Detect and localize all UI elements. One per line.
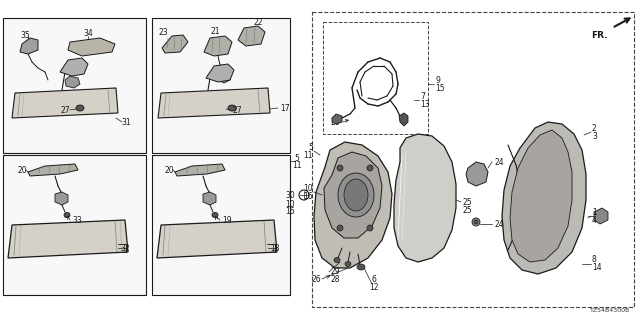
Ellipse shape: [344, 179, 368, 211]
Polygon shape: [204, 36, 232, 56]
Text: 4: 4: [592, 215, 597, 225]
Polygon shape: [466, 162, 488, 186]
Text: 5: 5: [294, 154, 300, 163]
Ellipse shape: [357, 264, 365, 270]
Polygon shape: [324, 152, 382, 238]
Polygon shape: [158, 88, 270, 118]
Ellipse shape: [367, 165, 373, 171]
Text: 11: 11: [303, 150, 313, 159]
Ellipse shape: [472, 218, 480, 226]
Text: 18: 18: [270, 244, 280, 252]
Polygon shape: [314, 142, 392, 268]
Ellipse shape: [337, 225, 343, 231]
Text: 35: 35: [20, 30, 30, 39]
Text: 16: 16: [285, 206, 295, 215]
Ellipse shape: [474, 220, 478, 224]
Polygon shape: [502, 122, 586, 274]
Text: 22: 22: [253, 18, 263, 27]
Text: 27: 27: [60, 106, 70, 115]
Polygon shape: [510, 130, 572, 262]
Text: 17: 17: [280, 103, 290, 113]
Text: 23: 23: [158, 28, 168, 36]
Ellipse shape: [64, 212, 70, 218]
Polygon shape: [218, 70, 230, 83]
Bar: [3, 155, 146, 295]
Text: 5: 5: [308, 142, 313, 151]
Polygon shape: [157, 220, 277, 258]
Bar: [323, 22, 428, 134]
Text: 12: 12: [369, 284, 379, 292]
Text: 26: 26: [311, 275, 321, 284]
Ellipse shape: [338, 173, 374, 217]
Text: 29: 29: [330, 268, 340, 276]
Text: 28: 28: [330, 276, 339, 284]
Text: 33: 33: [72, 215, 82, 225]
Polygon shape: [65, 76, 80, 88]
Bar: [3, 18, 146, 153]
Text: 20: 20: [17, 165, 27, 174]
Polygon shape: [28, 164, 78, 176]
Text: 25: 25: [462, 197, 472, 206]
Ellipse shape: [367, 225, 373, 231]
Ellipse shape: [212, 212, 218, 218]
Text: 24: 24: [494, 157, 504, 166]
Bar: [312, 12, 634, 307]
Text: 13: 13: [420, 100, 429, 108]
Polygon shape: [394, 134, 456, 262]
Text: 32: 32: [120, 244, 130, 252]
Ellipse shape: [228, 105, 236, 111]
Polygon shape: [332, 114, 342, 124]
Text: 34: 34: [83, 28, 93, 37]
Polygon shape: [206, 64, 234, 82]
Text: 9: 9: [435, 76, 440, 84]
Bar: [152, 18, 290, 153]
Ellipse shape: [337, 165, 343, 171]
Polygon shape: [175, 164, 225, 176]
Polygon shape: [162, 35, 188, 53]
Text: 21: 21: [211, 27, 220, 36]
Text: TZ54B4300B: TZ54B4300B: [589, 308, 630, 313]
Text: 31: 31: [121, 117, 131, 126]
Text: 7: 7: [420, 92, 425, 100]
Text: 10: 10: [303, 183, 313, 193]
Text: 25: 25: [462, 205, 472, 214]
Text: 14: 14: [592, 263, 602, 273]
Ellipse shape: [345, 261, 351, 267]
Polygon shape: [8, 220, 128, 258]
Text: 6: 6: [372, 276, 376, 284]
Polygon shape: [68, 38, 115, 56]
Polygon shape: [20, 38, 38, 54]
Text: 15: 15: [435, 84, 445, 92]
Text: 16: 16: [303, 191, 313, 201]
Polygon shape: [399, 113, 408, 126]
Text: 20: 20: [164, 165, 174, 174]
Text: 27: 27: [232, 106, 242, 115]
Polygon shape: [55, 192, 68, 205]
Polygon shape: [594, 208, 608, 224]
Text: 26: 26: [330, 117, 340, 126]
Text: 2: 2: [592, 124, 596, 132]
Text: 10: 10: [285, 199, 295, 209]
Bar: [152, 155, 290, 295]
Polygon shape: [238, 26, 265, 46]
Polygon shape: [12, 88, 118, 118]
Text: 30: 30: [285, 190, 295, 199]
Polygon shape: [60, 58, 88, 76]
Ellipse shape: [334, 258, 340, 262]
Text: FR.: FR.: [591, 31, 608, 40]
Ellipse shape: [76, 105, 84, 111]
Text: 3: 3: [592, 132, 597, 140]
Text: 8: 8: [592, 255, 596, 265]
Text: 1: 1: [592, 207, 596, 217]
Text: 11: 11: [292, 161, 301, 170]
Text: 24: 24: [494, 220, 504, 228]
Polygon shape: [203, 192, 216, 205]
Text: 19: 19: [222, 215, 232, 225]
